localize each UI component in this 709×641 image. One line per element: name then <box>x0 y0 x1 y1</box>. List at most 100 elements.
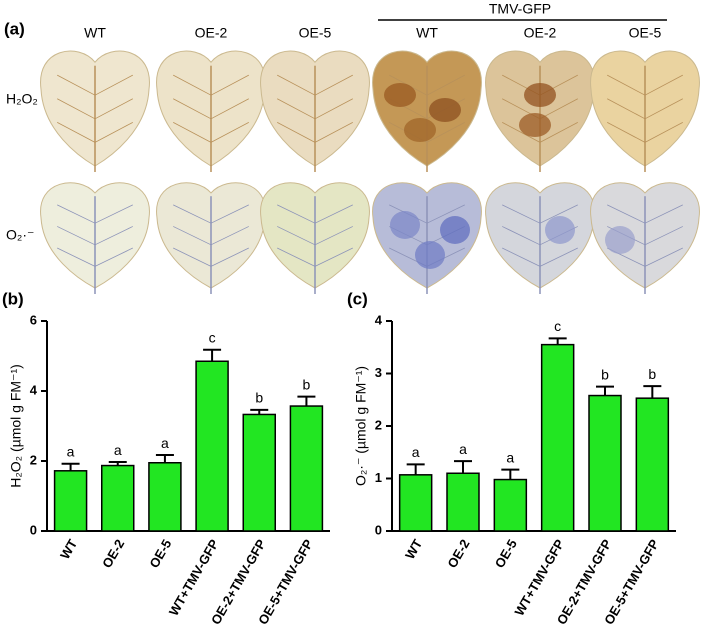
error-bar <box>297 395 316 407</box>
significance-label: c <box>554 318 561 334</box>
leaf-vein <box>277 204 316 224</box>
leaf-vein <box>94 98 133 120</box>
column-label: WT <box>84 25 106 41</box>
x-tick-label: OE-5 <box>146 537 174 571</box>
leaf-vein <box>57 121 96 143</box>
leaf-vein <box>94 204 133 224</box>
leaf-vein <box>426 204 465 224</box>
leaf-vein <box>607 204 646 224</box>
leaf-vein <box>210 247 249 267</box>
significance-label: a <box>459 441 467 457</box>
leaf-vein <box>644 74 683 96</box>
leaf-vein <box>94 74 133 96</box>
bar <box>540 343 575 532</box>
column-label: OE-2 <box>524 25 557 41</box>
y-tick-label: 1 <box>375 470 382 485</box>
leaf-vein <box>173 98 212 120</box>
leaf-vein <box>644 98 683 120</box>
significance-label: b <box>303 376 311 392</box>
leaf-vein <box>314 226 353 246</box>
leaf-vein <box>57 226 96 246</box>
leaf-vein <box>607 98 646 120</box>
leaf-vein <box>426 121 465 143</box>
x-tick-label: WT+TMV-GFP <box>166 536 222 618</box>
significance-label: a <box>506 449 514 465</box>
error-bar <box>406 463 425 475</box>
error-bar <box>61 462 80 471</box>
column-label: OE-5 <box>629 25 662 41</box>
leaf-vein <box>210 226 249 246</box>
error-bar <box>250 408 269 415</box>
leaf-vein <box>173 226 212 246</box>
leaf-vein <box>277 247 316 267</box>
leaf-vein <box>210 121 249 143</box>
leaf-vein <box>173 74 212 96</box>
stain <box>404 118 436 142</box>
leaf-vein <box>57 204 96 224</box>
leaf-vein <box>644 204 683 224</box>
significance-label: b <box>601 366 609 382</box>
leaf-vein <box>277 226 316 246</box>
leaf-vein <box>314 121 353 143</box>
leaf-vein <box>314 204 353 224</box>
y-tick-label: 6 <box>30 312 37 327</box>
row-label: H₂O₂ <box>6 91 38 107</box>
y-tick-label: 0 <box>375 522 382 537</box>
stain <box>384 83 416 107</box>
x-tick-label: OE-2 <box>99 537 127 571</box>
y-tick-label: 0 <box>30 522 37 537</box>
leaf-vein <box>210 98 249 120</box>
leaf-vein <box>539 121 578 143</box>
leaf-vein <box>94 121 133 143</box>
significance-label: b <box>648 366 656 382</box>
significance-label: a <box>412 444 420 460</box>
error-bar <box>203 348 222 362</box>
y-tick-label: 2 <box>375 417 382 432</box>
panel-label: (c) <box>347 289 368 308</box>
bar <box>588 394 622 532</box>
leaf-vein <box>502 226 541 246</box>
leaf-vein <box>426 74 465 96</box>
y-tick-label: 4 <box>375 312 383 327</box>
y-tick-label: 4 <box>30 382 38 397</box>
stain <box>605 226 635 254</box>
leaf-vein <box>539 204 578 224</box>
leaf-vein <box>57 247 96 267</box>
leaf-vein <box>173 121 212 143</box>
x-tick-label: WT <box>57 537 80 562</box>
bar <box>289 405 324 532</box>
error-bar <box>454 460 472 474</box>
error-bar <box>548 337 567 345</box>
stain <box>524 83 556 107</box>
bar <box>635 397 670 532</box>
leaf-vein <box>502 204 541 224</box>
bar <box>148 462 182 532</box>
leaf-vein <box>210 74 249 96</box>
column-label: WT <box>416 25 438 41</box>
bar <box>101 464 135 532</box>
leaf-vein <box>607 121 646 143</box>
significance-label: a <box>161 435 169 451</box>
leaf-vein <box>277 98 316 120</box>
row-label: O₂·⁻ <box>6 227 34 243</box>
significance-label: a <box>67 444 75 460</box>
bar <box>446 472 480 532</box>
leaf-vein <box>644 226 683 246</box>
panel-label: (a) <box>4 19 25 38</box>
leaf-vein <box>644 121 683 143</box>
leaf-vein <box>539 247 578 267</box>
y-tick-label: 3 <box>375 365 382 380</box>
leaf-vein <box>314 74 353 96</box>
stain <box>390 211 420 239</box>
leaf-vein <box>314 247 353 267</box>
leaf-vein <box>644 247 683 267</box>
x-tick-label: OE-2 <box>444 537 472 571</box>
leaf-vein <box>173 247 212 267</box>
leaf-vein <box>277 121 316 143</box>
stain <box>429 98 461 122</box>
stain <box>545 216 575 244</box>
bar <box>53 470 88 532</box>
leaf-vein <box>314 98 353 120</box>
x-tick-label: OE-5 <box>492 537 520 571</box>
